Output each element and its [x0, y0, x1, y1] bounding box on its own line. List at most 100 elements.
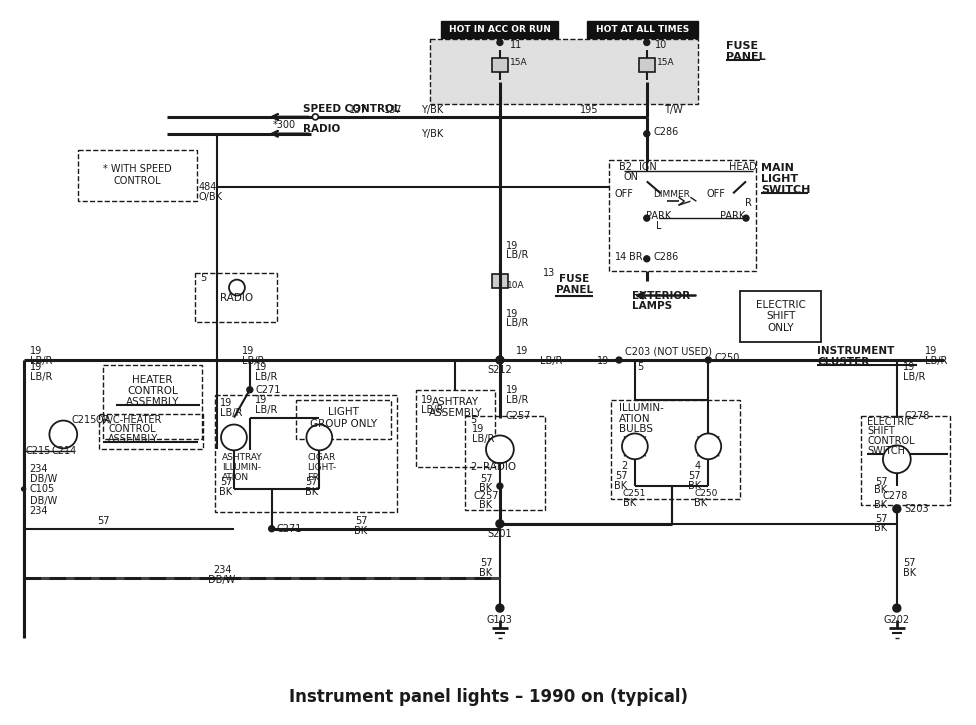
Bar [588, 20, 699, 38]
Text: CONTROL: CONTROL [114, 176, 161, 186]
Circle shape [706, 357, 712, 363]
Text: C286: C286 [654, 252, 679, 262]
Circle shape [312, 114, 318, 120]
Bar [103, 365, 202, 439]
Text: T/W: T/W [664, 105, 682, 115]
Text: R: R [745, 198, 752, 208]
Text: DB/W: DB/W [29, 496, 57, 506]
Text: 19: 19 [506, 385, 518, 395]
Text: MAIN: MAIN [761, 164, 793, 173]
Text: PARK: PARK [646, 211, 671, 221]
Text: ER: ER [307, 473, 319, 481]
Text: ON: ON [624, 173, 639, 183]
Text: C215: C215 [71, 415, 97, 425]
Circle shape [21, 487, 25, 491]
Text: IGN: IGN [639, 162, 657, 172]
Text: 57: 57 [688, 471, 701, 481]
Text: 57: 57 [903, 558, 915, 568]
Text: 19: 19 [924, 346, 937, 356]
Bar [861, 415, 951, 505]
Circle shape [893, 505, 901, 513]
Text: PARK: PARK [720, 211, 746, 221]
Bar [609, 160, 756, 270]
Text: 13: 13 [543, 268, 554, 278]
Bar [466, 415, 545, 510]
Text: CIGAR: CIGAR [307, 453, 336, 462]
Text: BK: BK [479, 568, 493, 579]
Circle shape [644, 215, 650, 221]
Text: 57: 57 [220, 477, 232, 487]
Text: LB/R: LB/R [29, 356, 52, 366]
Text: S212: S212 [488, 365, 512, 375]
Text: BK: BK [688, 481, 701, 491]
Bar [492, 58, 508, 72]
Text: CONTROL: CONTROL [127, 386, 178, 396]
Text: LB/R: LB/R [506, 318, 528, 328]
Text: 234: 234 [29, 464, 48, 474]
Circle shape [496, 604, 504, 612]
Bar [430, 39, 699, 104]
Text: A/C-HEATER: A/C-HEATER [103, 415, 162, 425]
Text: HOT AT ALL TIMES: HOT AT ALL TIMES [596, 25, 689, 34]
Text: ILLUMIN-: ILLUMIN- [223, 463, 261, 472]
Bar [78, 149, 197, 202]
Text: C250: C250 [714, 353, 740, 363]
Text: BK: BK [354, 526, 368, 536]
Text: ASHTRAY: ASHTRAY [431, 397, 479, 407]
Text: 19: 19 [472, 424, 484, 434]
Text: C251: C251 [623, 489, 646, 499]
Text: EXTERIOR: EXTERIOR [631, 291, 690, 301]
Bar [99, 413, 203, 450]
Text: 234: 234 [29, 506, 48, 516]
Text: 57: 57 [874, 477, 887, 487]
Text: 5: 5 [200, 273, 207, 283]
Text: SWITCH: SWITCH [761, 186, 810, 195]
Text: OFF: OFF [707, 189, 726, 199]
Circle shape [306, 425, 332, 450]
Text: 57: 57 [97, 515, 109, 526]
Bar [639, 58, 655, 72]
Text: LB/R: LB/R [421, 405, 443, 415]
Text: OFF: OFF [615, 189, 633, 199]
Text: BK: BK [874, 523, 887, 533]
Text: 5: 5 [470, 415, 476, 425]
Bar [740, 291, 822, 342]
Text: 19: 19 [29, 362, 42, 372]
Text: C215: C215 [25, 447, 51, 456]
Text: LB/R: LB/R [903, 372, 925, 382]
Text: G202: G202 [884, 615, 910, 625]
Circle shape [883, 445, 911, 473]
Text: LB/R: LB/R [472, 434, 495, 444]
Text: BK: BK [479, 500, 493, 510]
Text: BR: BR [630, 252, 642, 262]
Text: PANEL: PANEL [726, 52, 766, 62]
Bar [297, 399, 390, 439]
Text: *300: *300 [272, 120, 296, 130]
Text: C214: C214 [52, 447, 77, 456]
Circle shape [50, 420, 77, 448]
Text: LB/R: LB/R [924, 356, 947, 366]
Circle shape [497, 483, 503, 489]
Text: 2: 2 [621, 461, 628, 471]
Text: SHIFT: SHIFT [867, 426, 895, 436]
Text: 19: 19 [220, 398, 232, 407]
Text: G103: G103 [487, 615, 512, 625]
Circle shape [644, 130, 650, 137]
Text: 57: 57 [305, 477, 317, 487]
Text: C271: C271 [256, 385, 281, 395]
Text: 10A: 10A [507, 281, 524, 290]
Text: ILLUMIN-: ILLUMIN- [619, 402, 664, 413]
Text: LB/R: LB/R [506, 250, 528, 260]
Text: BK: BK [903, 568, 915, 579]
Circle shape [616, 357, 622, 363]
Text: DB/W: DB/W [209, 576, 235, 585]
Text: 19: 19 [255, 362, 267, 372]
Text: 137: 137 [348, 105, 367, 115]
Text: GROUP ONLY: GROUP ONLY [309, 418, 377, 428]
Text: FUSE: FUSE [726, 41, 758, 51]
Text: 15A: 15A [509, 58, 527, 67]
Text: LB/R: LB/R [220, 407, 242, 418]
Text: LB/R: LB/R [255, 372, 277, 382]
Text: CONTROL: CONTROL [867, 436, 915, 447]
Text: SPEED CONTROL: SPEED CONTROL [304, 104, 401, 114]
